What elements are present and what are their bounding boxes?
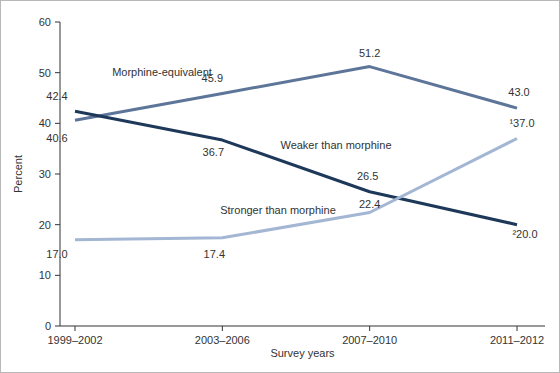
y-tick-label: 50 bbox=[39, 67, 51, 79]
y-tick bbox=[55, 275, 60, 276]
x-tick bbox=[75, 326, 76, 331]
data-label: 22.4 bbox=[359, 198, 380, 210]
x-axis-label: Survey years bbox=[270, 347, 335, 359]
y-tick bbox=[55, 224, 60, 225]
data-label: 42.4 bbox=[46, 90, 67, 102]
x-axis bbox=[60, 326, 545, 327]
data-label: ¹37.0 bbox=[509, 117, 534, 129]
data-label: 17.0 bbox=[46, 248, 67, 260]
y-tick bbox=[55, 123, 60, 124]
y-tick-label: 0 bbox=[45, 320, 51, 332]
data-label: 36.7 bbox=[203, 146, 224, 158]
data-label: 43.0 bbox=[508, 86, 529, 98]
series-line bbox=[75, 67, 517, 121]
x-tick bbox=[517, 326, 518, 331]
series-line bbox=[75, 139, 517, 240]
y-axis-label: Percent bbox=[12, 155, 24, 193]
y-tick bbox=[55, 326, 60, 327]
series-line bbox=[75, 111, 517, 225]
y-tick-label: 40 bbox=[39, 117, 51, 129]
frame bbox=[1, 1, 560, 373]
y-tick-label: 10 bbox=[39, 269, 51, 281]
data-label: ²20.0 bbox=[512, 228, 537, 240]
y-tick-label: 30 bbox=[39, 168, 51, 180]
data-label: 40.6 bbox=[46, 132, 67, 144]
data-label: 51.2 bbox=[359, 47, 380, 59]
data-label: 26.5 bbox=[357, 170, 378, 182]
x-tick bbox=[369, 326, 370, 331]
x-tick-label: 1999–2002 bbox=[47, 334, 102, 346]
data-label: 17.4 bbox=[204, 248, 225, 260]
y-tick-label: 20 bbox=[39, 219, 51, 231]
series-label: Stronger than morphine bbox=[220, 204, 336, 216]
chart: 0 10 20 30 40 50 60 1999–2002 2003–2006 2007–2010… bbox=[0, 0, 560, 373]
y-tick bbox=[55, 174, 60, 175]
y-tick-label: 60 bbox=[39, 16, 51, 28]
series-label: Weaker than morphine bbox=[280, 139, 391, 151]
y-tick bbox=[55, 72, 60, 73]
x-tick-label: 2007–2010 bbox=[342, 334, 397, 346]
lines bbox=[75, 67, 517, 240]
x-tick-label: 2011–2012 bbox=[490, 334, 544, 346]
y-tick bbox=[55, 22, 60, 23]
series-label: Morphine-equivalent bbox=[112, 66, 212, 78]
x-tick bbox=[222, 326, 223, 331]
x-tick-label: 2003–2006 bbox=[195, 334, 250, 346]
